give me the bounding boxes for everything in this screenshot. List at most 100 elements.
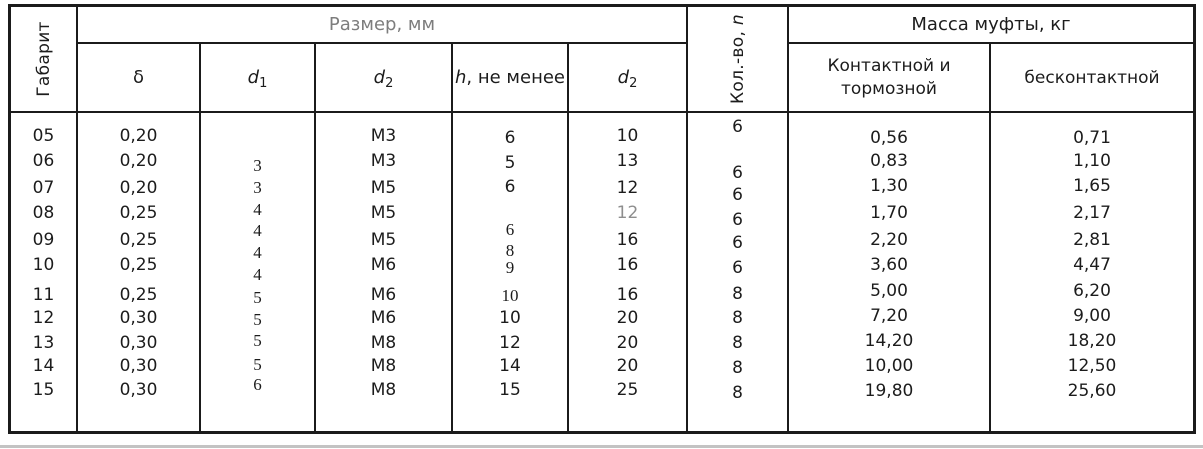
qty-value: 8: [732, 358, 743, 378]
d2-value: М6: [370, 255, 397, 275]
mass-contactless-value: 12,50: [1067, 356, 1117, 376]
h-value: 10: [501, 286, 519, 305]
d1-value: 5: [253, 355, 262, 374]
qty-value: 6: [732, 210, 743, 230]
d1-value: 3: [253, 178, 262, 197]
coupling-spec-table: Габарит Размер, мм Кол.-во, n Масса муфт…: [8, 4, 1196, 434]
gabarit-value: 08: [32, 203, 55, 223]
d2b-value: 16: [616, 255, 639, 275]
mass-contact-value: 19,80: [864, 381, 914, 401]
d2-value: М5: [370, 178, 397, 198]
h-value: 14: [499, 356, 521, 376]
mass-contact-value: 1,70: [870, 203, 908, 223]
header-qty-label: Кол.-во, n: [727, 14, 748, 104]
mass-contactless-value: 9,00: [1073, 306, 1111, 326]
d2b-value: 20: [616, 356, 639, 376]
column-delta: 0,20 0,20 0,20 0,25 0,25 0,25 0,25 0,30 …: [78, 113, 201, 431]
d1-value: 4: [253, 200, 262, 219]
bottom-divider: [0, 445, 1203, 448]
delta-value: 0,30: [119, 356, 158, 376]
d2b-value: 13: [616, 151, 639, 171]
header-mass-group-cell: Масса муфты, кг: [789, 7, 1193, 44]
mass-contactless-value: 6,20: [1073, 281, 1111, 301]
subheader-delta: δ: [78, 44, 201, 113]
qty-value: 8: [732, 284, 743, 304]
h-value: 6: [504, 128, 516, 148]
mass-contact-value: 14,20: [864, 331, 914, 351]
gabarit-value: 10: [32, 255, 55, 275]
h-value: 15: [499, 380, 521, 400]
column-mass-contact: 0,56 0,83 1,30 1,70 2,20 3,60 5,00 7,20 …: [789, 113, 991, 431]
d2b-value: 20: [616, 308, 639, 328]
mass-contact-value: 0,56: [870, 128, 908, 148]
h-value: 6: [504, 177, 516, 197]
mass-contactless-value: 2,81: [1073, 230, 1111, 250]
h-value: 9: [505, 258, 515, 277]
qty-value: 6: [732, 117, 743, 137]
delta-value: 0,30: [119, 333, 158, 353]
h-value: 10: [499, 308, 521, 328]
header-size-group-cell: Размер, мм: [78, 7, 688, 44]
d1-value: 4: [253, 265, 262, 284]
d2b-value: 16: [616, 230, 639, 250]
mass-contact-value: 3,60: [870, 255, 908, 275]
qty-value: 6: [732, 185, 743, 205]
d1-value: 5: [253, 310, 262, 329]
gabarit-value: 09: [32, 230, 55, 250]
delta-value: 0,20: [119, 126, 158, 146]
header-qty-cell: Кол.-во, n: [688, 7, 789, 113]
d2b-value: 12: [616, 203, 639, 223]
d2b-value: 25: [616, 380, 639, 400]
qty-value: 6: [732, 163, 743, 183]
gabarit-value: 05: [32, 126, 55, 146]
subheader-d2b: d2: [569, 44, 688, 113]
h-value: 6: [505, 220, 515, 239]
gabarit-value: 07: [32, 178, 55, 198]
d1-value: 4: [253, 221, 262, 240]
qty-value: 6: [732, 233, 743, 253]
delta-value: 0,25: [119, 203, 158, 223]
qty-value: 6: [732, 258, 743, 278]
subheader-d2: d2: [316, 44, 453, 113]
d2-value: М6: [370, 308, 397, 328]
d1-value: 6: [253, 375, 262, 394]
delta-value: 0,25: [119, 285, 158, 305]
column-qty: 6 6 6 6 6 6 8 8 8 8 8: [688, 113, 789, 431]
delta-value: 0,25: [119, 230, 158, 250]
subheader-mass-contactless: бесконтактной: [991, 44, 1193, 113]
d2b-value: 20: [616, 333, 639, 353]
gabarit-value: 12: [32, 308, 55, 328]
header-gabarit-cell: Габарит: [11, 7, 78, 113]
column-gabarit: 05 06 07 08 09 10 11 12 13 14 15: [11, 113, 78, 431]
mass-contactless-value: 2,17: [1073, 203, 1111, 223]
d1-value: 3: [253, 156, 262, 175]
gabarit-value: 14: [32, 356, 55, 376]
d2-value: М8: [370, 333, 397, 353]
gabarit-value: 06: [32, 151, 55, 171]
subheader-mass-contact: Контактной и тормозной: [789, 44, 991, 113]
gabarit-value: 11: [32, 285, 55, 305]
qty-value: 8: [732, 383, 743, 403]
d1-value: 5: [253, 331, 262, 350]
delta-value: 0,30: [119, 308, 158, 328]
mass-contactless-value: 1,65: [1073, 176, 1111, 196]
d2-value: М5: [370, 230, 397, 250]
d1-value: 4: [253, 243, 262, 262]
mass-contact-value: 5,00: [870, 281, 908, 301]
delta-value: 0,30: [119, 380, 158, 400]
column-d2: М3 М3 М5 М5 М5 М6 М6 М6 М8 М8 М8: [316, 113, 453, 431]
d1-value: 5: [253, 288, 262, 307]
mass-contactless-value: 18,20: [1067, 331, 1117, 351]
d2-value: М3: [370, 126, 397, 146]
mass-contact-value: 7,20: [870, 306, 908, 326]
header-size-group-label: Размер, мм: [328, 14, 436, 35]
column-h: 6 5 6 6 8 9 10 10 12 14 15: [453, 113, 569, 431]
header-gabarit-label: Габарит: [33, 21, 54, 97]
d2b-value: 16: [616, 285, 639, 305]
subheader-d1: d1: [201, 44, 316, 113]
mass-contact-value: 2,20: [870, 230, 908, 250]
delta-value: 0,20: [119, 178, 158, 198]
mass-contactless-value: 4,47: [1073, 255, 1111, 275]
gabarit-value: 13: [32, 333, 55, 353]
